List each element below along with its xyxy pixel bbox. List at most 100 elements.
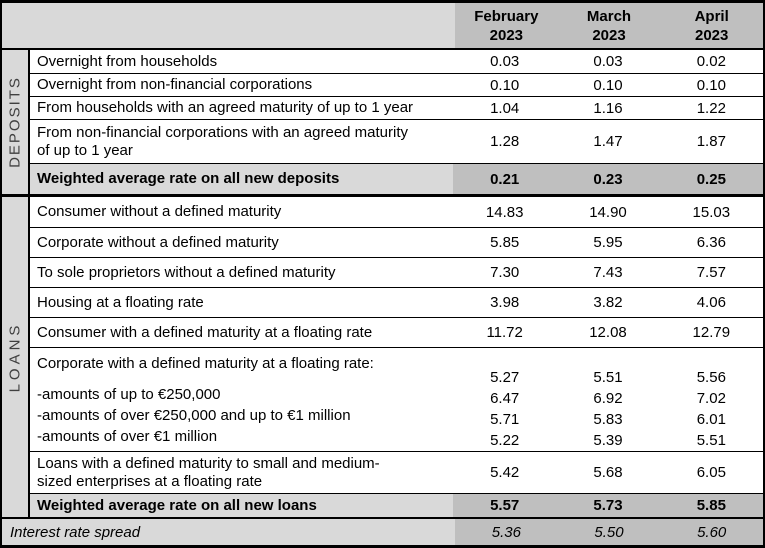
rate-value-cell: 0.02 xyxy=(696,53,726,70)
row-label: Overnight from non-financial corporation… xyxy=(37,76,313,93)
rate-value: 5.71 xyxy=(490,411,520,428)
deposits-rows: Overnight from households 0.03 0.03 0.02 Ove… xyxy=(30,50,763,194)
table-row: To sole proprietors without a defined ma… xyxy=(30,257,763,287)
row-label-cell: From non-financial corporations with an … xyxy=(30,120,453,163)
vertical-label-cell: LOANS xyxy=(2,197,30,517)
row-label: Consumer without a defined maturity xyxy=(37,203,282,220)
rate-value-cell: 5.42 xyxy=(490,464,520,481)
row-label-line: Corporate with a defined maturity at a f… xyxy=(37,355,374,372)
vertical-label-cell: DEPOSITS xyxy=(2,50,30,194)
table-row: Loans with a defined maturity to small a… xyxy=(30,451,763,493)
table-row-group: Corporate with a defined maturity at a f… xyxy=(30,347,763,451)
rate-value-cell: 0.23 xyxy=(556,164,660,194)
row-label-cell: Corporate without a defined maturity xyxy=(30,228,453,257)
row-label-cell: Housing at a floating rate xyxy=(30,288,453,317)
table-row: From non-financial corporations with an … xyxy=(30,119,763,163)
rate-value-cell: 1.04 xyxy=(490,99,520,117)
month-column-header: March 2023 xyxy=(558,3,661,48)
row-label: Housing at a floating rate xyxy=(37,293,204,311)
rate-value-cell: 7.57 xyxy=(696,264,726,281)
table-row: Housing at a floating rate 3.98 3.82 4.06 xyxy=(30,287,763,317)
rate-value-cell: 5.85 xyxy=(659,494,763,517)
summary-row: Weighted average rate on all new deposit… xyxy=(30,163,763,194)
rate-value-cell: 5.95 xyxy=(593,234,623,251)
rate-value-cell: 3.98 xyxy=(490,294,520,311)
spread-value-cell: 5.60 xyxy=(697,523,727,541)
rate-value: 5.22 xyxy=(490,432,520,449)
row-label: To sole proprietors without a defined ma… xyxy=(37,263,336,281)
rate-value-cell: 4.06 xyxy=(696,294,726,311)
month-label: April xyxy=(694,7,729,25)
rate-value-cell: 1.22 xyxy=(696,99,726,117)
vertical-section-label: LOANS xyxy=(6,321,24,393)
rate-value-cell: 12.08 xyxy=(589,324,627,341)
rate-value: 6.01 xyxy=(696,411,726,428)
rate-value-cell: 3.82 xyxy=(593,294,623,311)
rate-value-cell: 5.57 xyxy=(453,494,557,517)
rate-value: 5.56 xyxy=(696,369,726,386)
rate-value-cell: 7.30 xyxy=(490,264,520,281)
table-row: From households with an agreed maturity … xyxy=(30,96,763,119)
rate-value-column: 5.51 6.92 5.83 5.39 xyxy=(556,348,659,451)
row-label: Weighted average rate on all new deposit… xyxy=(37,170,340,187)
month-label: February xyxy=(474,7,539,25)
month-column-headers: February 2023 March 2023 April 2023 xyxy=(455,3,763,48)
table-header-row: February 2023 March 2023 April 2023 xyxy=(2,3,763,50)
row-label-cell: Consumer with a defined maturity at a fl… xyxy=(30,318,453,347)
rate-value-cell: 15.03 xyxy=(692,203,731,221)
interest-rate-spread-values: 5.36 5.50 5.60 xyxy=(455,519,763,545)
row-label-cell: From households with an agreed maturity … xyxy=(30,97,453,119)
rate-value-column: 5.56 7.02 6.01 5.51 xyxy=(660,348,763,451)
rate-value: 5.83 xyxy=(593,411,623,428)
rate-value-cell: 0.10 xyxy=(593,76,623,94)
rate-value-cell: 12.79 xyxy=(692,324,731,341)
loans-rows: Consumer without a defined maturity 14.83… xyxy=(30,197,763,517)
rate-value-cell: 0.21 xyxy=(453,164,557,194)
rate-value: 5.27 xyxy=(490,369,520,386)
row-label: From non-financial corporations with an … xyxy=(37,123,409,159)
rate-value: 5.51 xyxy=(696,432,726,449)
row-label-cell: Consumer without a defined maturity xyxy=(30,197,453,227)
rate-value-cell: 5.85 xyxy=(490,234,520,251)
row-label: Overnight from households xyxy=(37,52,218,70)
row-label-line: -amounts of up to €250,000 xyxy=(37,386,221,403)
year-label: 2023 xyxy=(592,26,626,44)
rate-value-cell: 7.43 xyxy=(593,264,623,281)
row-label-cell: Overnight from non-financial corporation… xyxy=(30,74,453,96)
rate-value-cell: 6.36 xyxy=(696,234,726,251)
rate-value-cell: 0.25 xyxy=(659,164,763,194)
rate-value-cell: 5.73 xyxy=(556,494,660,517)
row-label: Consumer with a defined maturity at a fl… xyxy=(37,323,373,341)
rate-value: 5.51 xyxy=(593,369,623,386)
table-row: Consumer without a defined maturity 14.83… xyxy=(30,197,763,227)
rate-value-cell: 11.72 xyxy=(486,324,523,341)
table-row: Consumer with a defined maturity at a fl… xyxy=(30,317,763,347)
rate-value-cell: 0.03 xyxy=(490,53,520,70)
row-label-line: -amounts of over €1 million xyxy=(37,428,218,445)
rate-value-cell: 14.90 xyxy=(589,203,627,221)
rate-value-cell: 5.68 xyxy=(593,464,623,481)
interest-rate-spread-label: Interest rate spread xyxy=(2,519,455,545)
rate-value-cell: 1.28 xyxy=(490,133,520,150)
month-label: March xyxy=(586,7,632,25)
row-label-group: Corporate with a defined maturity at a f… xyxy=(30,348,453,451)
rate-value: 6.47 xyxy=(490,390,520,407)
table-body: DEPOSITS Overnight from households 0.03 0.0… xyxy=(2,50,763,517)
rate-value: 7.02 xyxy=(696,390,726,407)
year-label: 2023 xyxy=(694,26,729,44)
row-label: Loans with a defined maturity to small a… xyxy=(37,454,380,490)
table-row: Overnight from households 0.03 0.03 0.02 xyxy=(30,50,763,73)
rate-value-cell: 0.10 xyxy=(696,76,726,94)
rate-value-column: 5.27 6.47 5.71 5.22 xyxy=(453,348,556,451)
row-label-cell: Weighted average rate on all new deposit… xyxy=(30,164,453,194)
row-label-cell: To sole proprietors without a defined ma… xyxy=(30,258,453,287)
rate-value-cell: 6.05 xyxy=(696,464,726,481)
rate-value-cell: 1.87 xyxy=(696,133,726,150)
rate-value: 5.39 xyxy=(593,432,623,449)
year-label: 2023 xyxy=(489,26,524,44)
row-label: Weighted average rate on all new loans xyxy=(37,496,317,514)
header-spacer xyxy=(2,3,455,48)
row-label-cell: Loans with a defined maturity to small a… xyxy=(30,452,453,493)
month-column-header: April 2023 xyxy=(660,3,763,48)
vertical-section-label: DEPOSITS xyxy=(6,76,24,168)
